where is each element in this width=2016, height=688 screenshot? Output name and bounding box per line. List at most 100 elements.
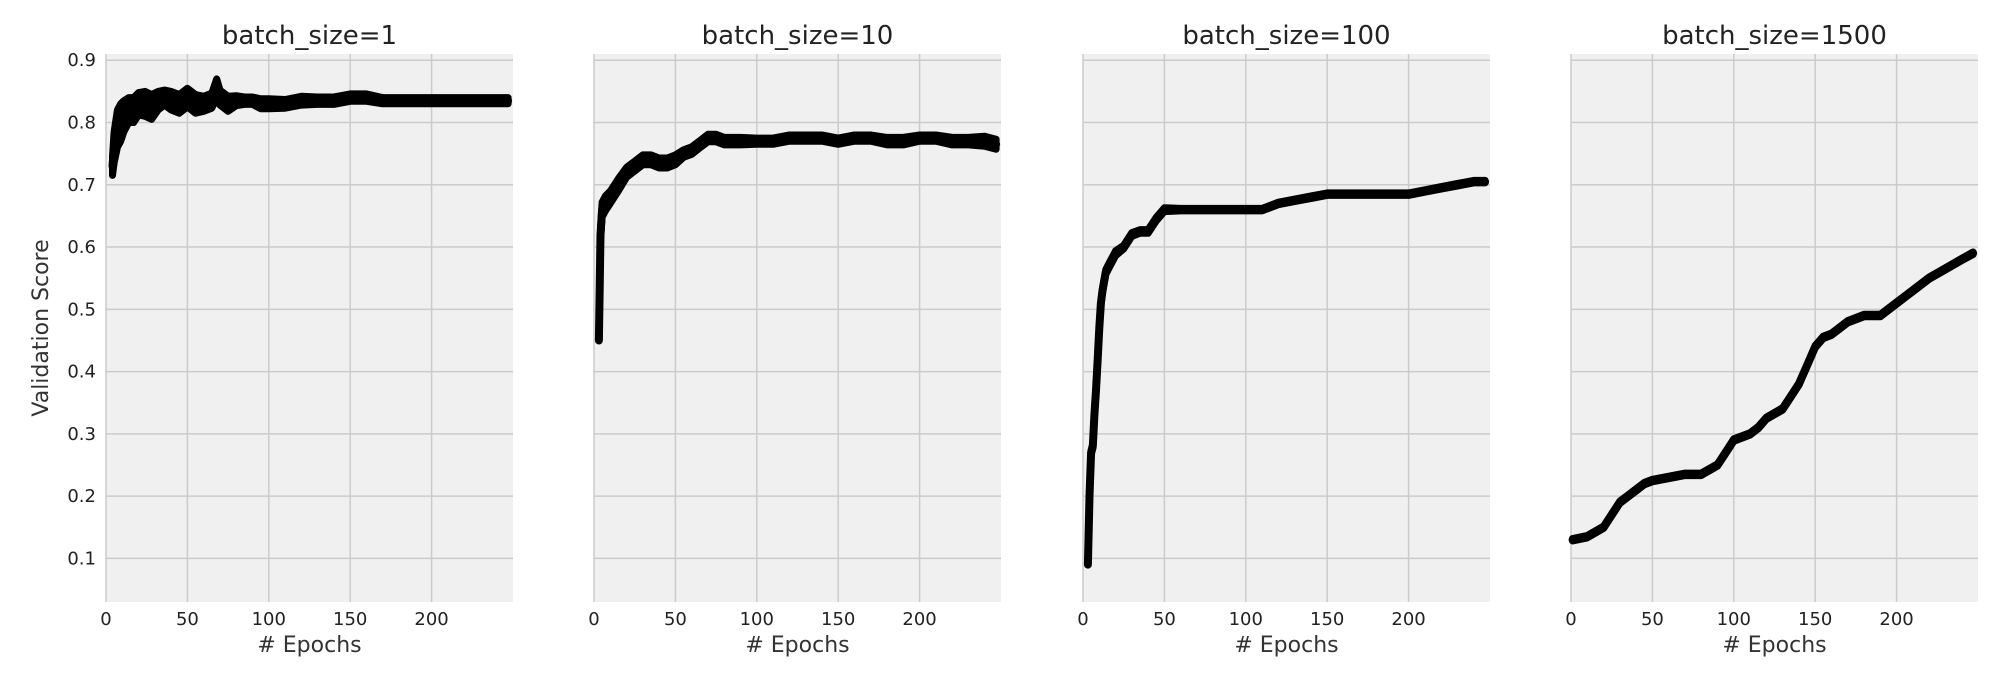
x-tick-label: 0: [1077, 609, 1088, 630]
data-point: [233, 97, 240, 104]
data-point: [1584, 533, 1591, 540]
data-point: [1633, 486, 1640, 493]
data-point: [607, 194, 614, 201]
data-point: [148, 103, 155, 110]
data-point: [1438, 184, 1445, 191]
data-point: [1109, 256, 1116, 263]
data-point: [1096, 325, 1103, 331]
x-tick-label: 200: [902, 609, 936, 630]
data-point: [595, 337, 602, 344]
y-tick-label: 0.2: [67, 486, 96, 507]
data-point: [753, 138, 760, 145]
data-point: [184, 94, 191, 101]
data-point: [1099, 287, 1106, 294]
data-point: [1102, 268, 1109, 275]
subplot-title: batch_size=100: [1182, 21, 1390, 51]
data-point: [1373, 191, 1380, 198]
data-point: [120, 113, 127, 120]
data-point: [142, 100, 149, 107]
data-point: [1275, 200, 1282, 207]
series-line: [1083, 177, 1490, 569]
subplot-title: batch_size=1: [222, 21, 397, 51]
data-point: [1844, 318, 1851, 325]
data-point: [1608, 511, 1615, 518]
data-point: [1755, 424, 1762, 431]
x-tick-label: 100: [1717, 609, 1751, 630]
data-point: [1893, 300, 1900, 307]
data-point: [1291, 197, 1298, 204]
data-point: [916, 135, 923, 142]
data-point: [363, 94, 370, 101]
subplot-4: 0 50 100 150 200 batch_size=1500 # Epochs: [1565, 21, 1978, 658]
plot-area: [1083, 54, 1490, 602]
data-point: [1421, 188, 1428, 194]
subplot-3: 0 50 100 150 200 batch_size=100 # Epochs: [1077, 21, 1490, 658]
data-point: [949, 138, 956, 145]
data-point: [623, 169, 630, 176]
subplot-title: batch_size=10: [702, 21, 894, 51]
data-point: [900, 138, 907, 145]
data-point: [379, 97, 386, 104]
data-point: [993, 141, 1000, 148]
y-axis-label: Validation Score: [29, 239, 54, 416]
data-point: [1616, 499, 1623, 506]
x-axis-label: # Epochs: [745, 633, 849, 658]
x-tick-label: 200: [414, 609, 448, 630]
data-point: [241, 97, 248, 104]
data-point: [1088, 449, 1095, 456]
data-point: [282, 100, 289, 107]
data-point: [1112, 250, 1119, 257]
data-point: [330, 97, 337, 104]
data-point: [713, 135, 720, 142]
data-point: [1779, 405, 1786, 412]
y-tick-label: 0.5: [67, 299, 96, 320]
data-point: [1097, 300, 1104, 307]
data-point: [111, 144, 118, 151]
data-point: [1795, 381, 1802, 388]
data-point: [1877, 312, 1884, 319]
x-tick-label: 100: [1229, 609, 1263, 630]
data-point: [1861, 312, 1868, 319]
y-tick-label: 0.9: [67, 50, 96, 71]
data-point: [1722, 449, 1729, 456]
data-point: [656, 159, 663, 166]
data-point: [639, 156, 646, 163]
data-point: [965, 138, 972, 145]
data-point: [631, 163, 638, 170]
data-point: [168, 97, 175, 104]
data-point: [884, 138, 891, 145]
data-point: [1909, 287, 1916, 294]
data-point: [1307, 194, 1314, 201]
data-point: [599, 206, 606, 213]
data-point: [602, 200, 609, 207]
data-point: [1091, 412, 1098, 419]
y-tick-label: 0.6: [67, 237, 96, 258]
data-point: [1958, 256, 1965, 263]
data-point: [1828, 331, 1835, 338]
data-point: [347, 94, 354, 101]
data-point: [117, 119, 124, 126]
series-line: [1568, 249, 1978, 544]
data-point: [1210, 206, 1217, 213]
data-point: [1470, 178, 1477, 185]
x-tick-label: 100: [252, 609, 286, 630]
data-point: [161, 94, 168, 101]
data-point: [1226, 206, 1233, 213]
plot-area: [106, 54, 513, 602]
data-point: [200, 100, 207, 107]
data-point: [737, 138, 744, 145]
data-point: [1665, 474, 1672, 481]
x-tick-label: 0: [1565, 609, 1576, 630]
data-point: [1569, 536, 1576, 543]
data-point: [1926, 275, 1933, 282]
data-point: [461, 97, 468, 104]
data-point: [770, 138, 777, 145]
data-point: [428, 97, 435, 104]
data-point: [1145, 228, 1152, 235]
x-axis-label: # Epochs: [1234, 633, 1338, 658]
data-point: [1730, 437, 1737, 444]
data-point: [298, 97, 305, 104]
y-tick-label: 0.8: [67, 113, 96, 134]
data-point: [1454, 181, 1461, 188]
data-point: [213, 85, 220, 92]
